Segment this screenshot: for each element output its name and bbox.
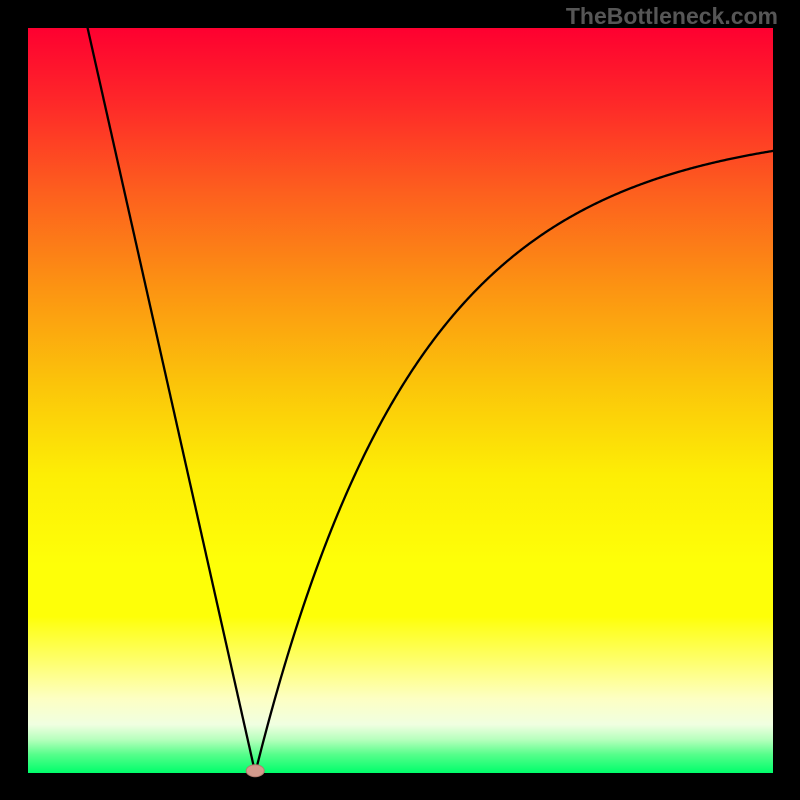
trough-marker	[246, 765, 264, 777]
attribution-label: TheBottleneck.com	[566, 3, 778, 30]
chart-frame: TheBottleneck.com	[0, 0, 800, 800]
bottleneck-curve	[88, 28, 773, 773]
curve-layer	[0, 0, 800, 800]
